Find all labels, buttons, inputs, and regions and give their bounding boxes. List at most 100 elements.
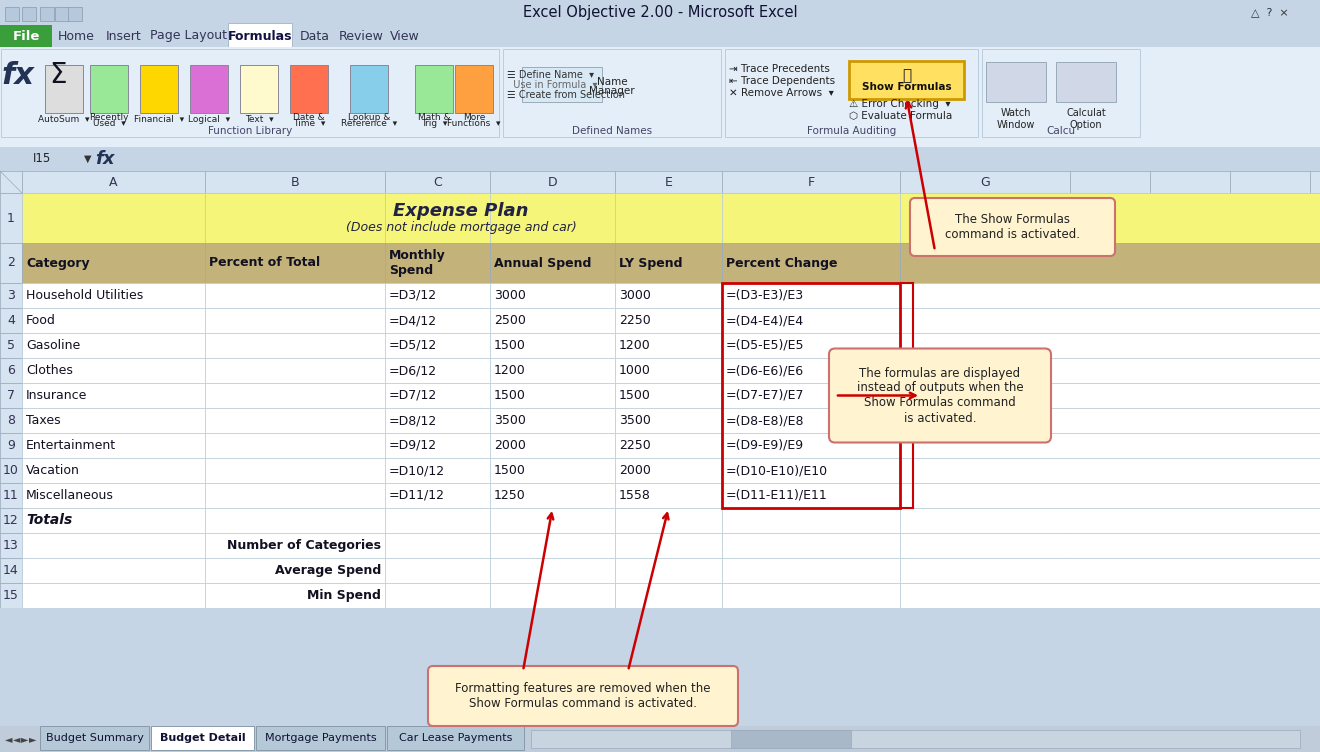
Text: Math &: Math &: [417, 113, 450, 122]
Bar: [45, 65, 83, 113]
Bar: [22, 171, 205, 193]
Bar: [490, 358, 615, 383]
Bar: [615, 358, 722, 383]
Bar: [490, 483, 615, 508]
Text: Use in Formula  ▾: Use in Formula ▾: [507, 80, 598, 90]
Bar: [22, 533, 205, 558]
Bar: [900, 508, 1320, 533]
Bar: [40, 726, 149, 750]
Bar: [615, 483, 722, 508]
Bar: [615, 508, 722, 533]
Bar: [22, 383, 205, 408]
Bar: [22, 458, 205, 483]
Bar: [190, 65, 228, 113]
Bar: [490, 193, 615, 243]
Bar: [0, 283, 22, 308]
Text: =(D11-E11)/E11: =(D11-E11)/E11: [726, 489, 828, 502]
Text: 1500: 1500: [494, 389, 525, 402]
Text: 1500: 1500: [619, 389, 651, 402]
Bar: [490, 283, 615, 308]
Text: Show Formulas: Show Formulas: [862, 82, 952, 92]
Bar: [982, 49, 1140, 137]
Bar: [900, 193, 1320, 243]
Text: (Does not include mortgage and car): (Does not include mortgage and car): [346, 222, 577, 235]
Text: 15: 15: [3, 589, 18, 602]
Bar: [615, 408, 722, 433]
Bar: [256, 726, 385, 750]
Text: B: B: [290, 175, 300, 189]
Bar: [1309, 171, 1320, 193]
Bar: [900, 333, 1320, 358]
Text: G: G: [981, 175, 990, 189]
Text: =(D10-E10)/E10: =(D10-E10)/E10: [726, 464, 828, 477]
Text: ☰ Define Name  ▾: ☰ Define Name ▾: [507, 70, 594, 80]
Text: =D10/12: =D10/12: [389, 464, 445, 477]
Text: Entertainment: Entertainment: [26, 439, 116, 452]
Text: 1500: 1500: [494, 339, 525, 352]
Text: =D3/12: =D3/12: [389, 289, 437, 302]
Bar: [900, 533, 1320, 558]
Bar: [0, 25, 51, 47]
Text: 2250: 2250: [619, 439, 651, 452]
Bar: [490, 508, 615, 533]
Bar: [615, 533, 722, 558]
Text: Insert: Insert: [106, 29, 141, 43]
Bar: [0, 147, 1320, 726]
Bar: [615, 383, 722, 408]
Text: ⇤ Trace Dependents: ⇤ Trace Dependents: [729, 76, 836, 86]
Bar: [350, 65, 388, 113]
Text: 1250: 1250: [494, 489, 525, 502]
Bar: [900, 558, 1320, 583]
Bar: [490, 408, 615, 433]
Bar: [722, 283, 900, 308]
Bar: [490, 433, 615, 458]
Text: 1: 1: [7, 211, 15, 225]
Text: Taxes: Taxes: [26, 414, 61, 427]
Bar: [0, 243, 22, 283]
Bar: [722, 243, 900, 283]
Bar: [722, 358, 900, 383]
Bar: [615, 433, 722, 458]
Text: LY Spend: LY Spend: [619, 256, 682, 269]
Bar: [0, 333, 22, 358]
Text: Expense Plan: Expense Plan: [393, 202, 529, 220]
Bar: [900, 193, 1320, 243]
Bar: [387, 726, 524, 750]
Bar: [385, 193, 490, 243]
Text: fx: fx: [1, 60, 34, 89]
Bar: [900, 383, 1320, 408]
Bar: [22, 193, 205, 243]
Bar: [986, 62, 1045, 102]
Bar: [900, 583, 1071, 608]
Text: Date &: Date &: [293, 113, 325, 122]
Bar: [900, 358, 1320, 383]
Text: 3000: 3000: [494, 289, 525, 302]
Bar: [385, 283, 490, 308]
Bar: [0, 358, 22, 383]
Bar: [615, 583, 722, 608]
Bar: [385, 458, 490, 483]
Bar: [22, 583, 205, 608]
Bar: [22, 308, 205, 333]
Bar: [385, 333, 490, 358]
Text: =D8/12: =D8/12: [389, 414, 437, 427]
Text: 2500: 2500: [494, 314, 525, 327]
Text: Text  ▾: Text ▾: [244, 114, 273, 123]
Text: =(D7-E7)/E7: =(D7-E7)/E7: [726, 389, 804, 402]
Text: View: View: [389, 29, 420, 43]
Bar: [205, 408, 385, 433]
Bar: [385, 243, 490, 283]
Bar: [205, 383, 385, 408]
Text: Review: Review: [338, 29, 383, 43]
Text: 13: 13: [3, 539, 18, 552]
Bar: [503, 49, 721, 137]
Bar: [385, 533, 490, 558]
Text: 14: 14: [3, 564, 18, 577]
Text: Category: Category: [26, 256, 90, 269]
Text: C: C: [433, 175, 442, 189]
Bar: [205, 193, 385, 243]
FancyBboxPatch shape: [829, 348, 1051, 442]
Text: A: A: [110, 175, 117, 189]
Text: Formula Auditing: Formula Auditing: [807, 126, 896, 136]
Text: =D11/12: =D11/12: [389, 489, 445, 502]
